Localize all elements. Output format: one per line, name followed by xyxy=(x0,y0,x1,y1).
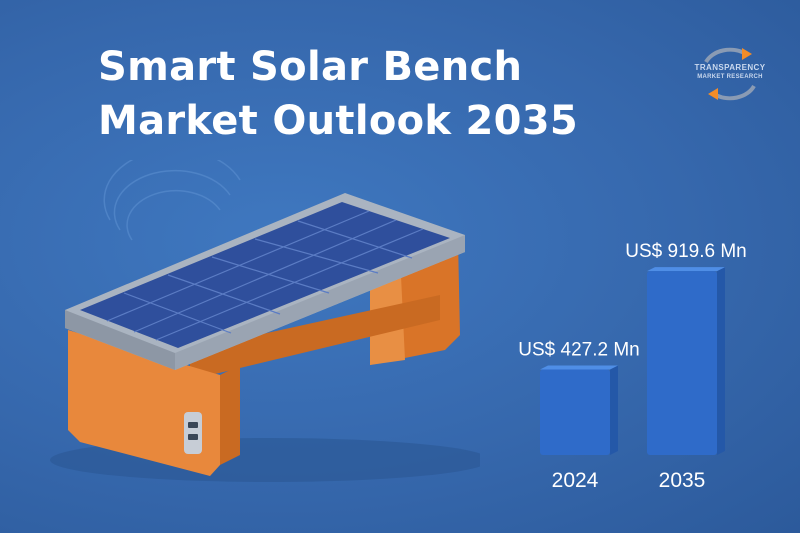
logo-text-1: TRANSPARENCY xyxy=(694,63,766,72)
value-label-2035: US$ 919.6 Mn xyxy=(625,241,746,262)
category-label-2035: 2035 xyxy=(659,469,706,492)
solar-bench-illustration xyxy=(50,160,480,482)
title-line-2: Market Outlook 2035 xyxy=(98,98,579,144)
brand-logo: TRANSPARENCY MARKET RESEARCH xyxy=(690,46,770,102)
logo-arrows-icon xyxy=(704,47,756,101)
title-line-1: Smart Solar Bench xyxy=(98,44,523,90)
market-bar-chart: US$ 427.2 Mn 2024 US$ 919.6 Mn 2035 xyxy=(518,241,746,492)
solar-panel-seat xyxy=(65,193,465,370)
logo-text-2: MARKET RESEARCH xyxy=(697,74,763,80)
wireless-signal-icon xyxy=(103,160,241,241)
bar-2024 xyxy=(540,365,618,455)
bar-2035 xyxy=(647,267,725,455)
value-label-2024: US$ 427.2 Mn xyxy=(518,340,639,361)
usb-port-icon xyxy=(184,412,202,454)
category-label-2024: 2024 xyxy=(552,469,599,492)
page-title: Smart Solar Bench Market Outlook 2035 xyxy=(98,40,578,148)
